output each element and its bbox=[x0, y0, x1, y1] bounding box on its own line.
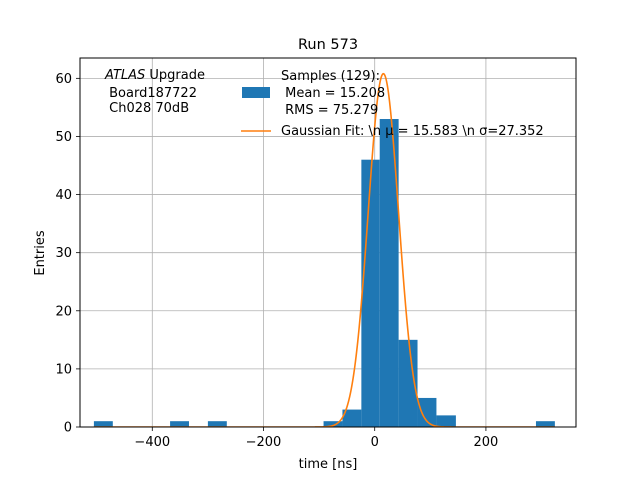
histogram-bar bbox=[207, 421, 227, 427]
y-tick-label: 20 bbox=[55, 304, 72, 319]
y-axis-ticks: 0 10 20 30 40 50 60 bbox=[55, 72, 80, 436]
y-tick-label: 30 bbox=[55, 246, 72, 261]
y-tick-label: 50 bbox=[55, 130, 72, 145]
histogram-bar bbox=[93, 421, 113, 427]
histogram-bars bbox=[93, 119, 555, 427]
plot-frame bbox=[79, 57, 577, 428]
chart-title: Run 573 bbox=[298, 37, 358, 53]
x-tick-label: −400 bbox=[134, 435, 170, 450]
histogram-bar bbox=[398, 339, 418, 427]
legend-label-samples: Samples (129): bbox=[281, 69, 380, 84]
histogram-bar bbox=[342, 409, 362, 427]
y-tick-label: 10 bbox=[55, 362, 72, 377]
x-tick-label: 200 bbox=[474, 435, 499, 450]
annotation-line-3: Ch028 70dB bbox=[105, 101, 189, 116]
x-tick-label: 0 bbox=[371, 435, 379, 450]
legend: Samples (129): Mean = 15.208 RMS = 75.27… bbox=[241, 69, 544, 139]
legend-label-mean: Mean = 15.208 bbox=[281, 86, 385, 101]
histogram-bar bbox=[379, 119, 399, 427]
histogram-bar bbox=[535, 421, 555, 427]
x-axis-label: time [ns] bbox=[299, 457, 358, 472]
legend-label-rms: RMS = 75.279 bbox=[281, 103, 378, 118]
histogram-bar bbox=[436, 415, 456, 427]
x-tick-label: −200 bbox=[246, 435, 282, 450]
legend-swatch-samples bbox=[242, 87, 270, 98]
annotation-line-2: Board187722 bbox=[105, 86, 197, 101]
y-tick-label: 40 bbox=[55, 188, 72, 203]
y-tick-label: 60 bbox=[55, 72, 72, 87]
legend-label-gaussian: Gaussian Fit: \n μ = 15.583 \n σ=27.352 bbox=[281, 124, 544, 139]
histogram-bar bbox=[323, 421, 343, 427]
y-axis-label: Entries bbox=[33, 230, 48, 276]
histogram-bar bbox=[170, 421, 189, 427]
histogram-bar bbox=[361, 159, 380, 427]
atlas-annotation: ATLAS Upgrade Board187722 Ch028 70dB bbox=[104, 68, 205, 116]
histogram-bar bbox=[417, 397, 437, 427]
annotation-line-1: ATLAS Upgrade bbox=[104, 68, 205, 83]
y-tick-label: 0 bbox=[64, 421, 72, 436]
x-axis-ticks: −400 −200 0 200 bbox=[134, 427, 498, 450]
